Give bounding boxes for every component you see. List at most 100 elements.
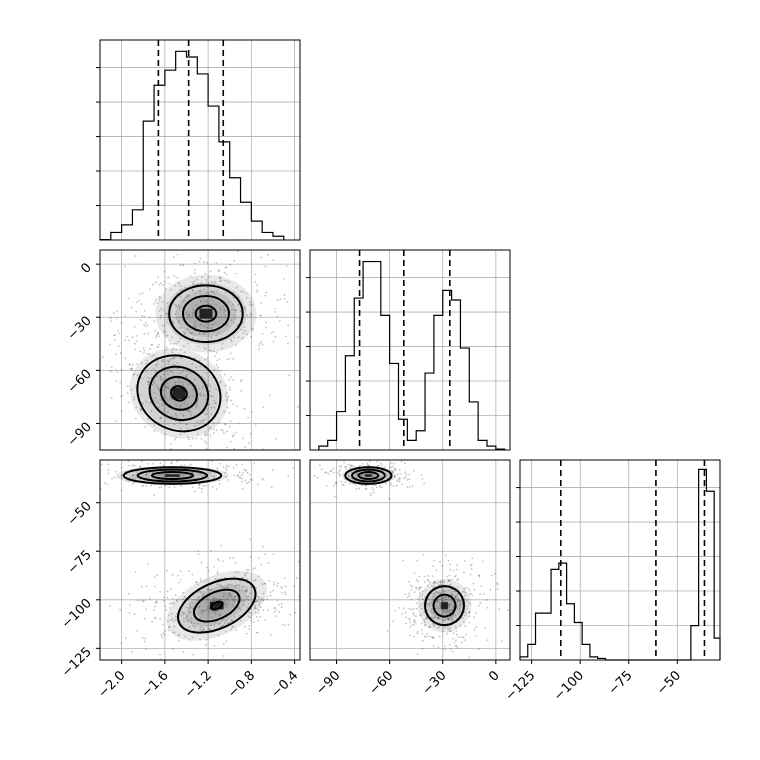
scatter-point <box>224 630 227 633</box>
scatter-point <box>217 623 220 626</box>
scatter-point <box>200 611 203 613</box>
scatter-point <box>389 484 392 486</box>
scatter-point <box>169 607 171 609</box>
scatter-point <box>423 621 426 624</box>
scatter-point <box>159 399 162 401</box>
scatter-point <box>444 645 447 648</box>
scatter-point <box>247 416 250 419</box>
scatter-point <box>156 302 159 304</box>
scatter-point <box>185 616 188 619</box>
scatter-point <box>157 406 160 409</box>
scatter-point <box>233 314 236 317</box>
scatter-point <box>203 434 206 437</box>
scatter-point <box>94 477 96 479</box>
scatter-point <box>162 360 164 362</box>
scatter-point <box>222 466 225 468</box>
scatter-point <box>131 367 133 370</box>
scatter-point <box>175 317 178 319</box>
scatter-point <box>117 476 120 479</box>
scatter-point <box>151 620 154 623</box>
scatter-point <box>349 464 352 467</box>
scatter-point <box>220 428 223 431</box>
scatter-point <box>171 371 174 374</box>
scatter-point <box>243 604 246 606</box>
scatter-point <box>443 627 446 629</box>
scatter-point <box>144 425 147 428</box>
scatter-point <box>110 320 112 322</box>
scatter-point <box>468 611 471 614</box>
scatter-point <box>118 332 121 335</box>
scatter-point <box>193 490 196 493</box>
scatter-point <box>58 316 60 318</box>
scatter-point <box>213 428 215 431</box>
scatter-point <box>242 291 244 294</box>
scatter-point <box>260 314 262 317</box>
scatter-point <box>192 311 195 314</box>
scatter-point <box>141 401 144 404</box>
scatter-point <box>205 484 208 487</box>
scatter-point <box>413 619 416 622</box>
scatter-point <box>200 592 202 594</box>
scatter-point <box>453 589 455 592</box>
scatter-point <box>115 419 118 422</box>
scatter-point <box>224 279 227 282</box>
scatter-point <box>167 386 170 389</box>
scatter-point <box>219 598 222 601</box>
scatter-point <box>127 480 130 483</box>
scatter-point <box>428 602 430 605</box>
scatter-point <box>355 472 358 475</box>
scatter-point <box>449 608 452 611</box>
scatter-point <box>223 587 226 590</box>
scatter-point <box>257 619 260 622</box>
scatter-point <box>439 581 442 584</box>
scatter-point <box>181 300 184 303</box>
scatter-point <box>192 308 195 311</box>
scatter-point <box>241 337 244 340</box>
scatter-point <box>128 363 131 366</box>
scatter-point <box>280 606 283 609</box>
scatter-point <box>433 586 436 588</box>
scatter-point <box>144 637 147 640</box>
x-tick-label: −125 <box>503 668 539 704</box>
scatter-point <box>447 603 450 606</box>
scatter-point <box>464 591 467 594</box>
hist-grid <box>100 40 300 240</box>
scatter-point <box>441 599 444 602</box>
scatter-point <box>160 474 162 476</box>
scatter-point <box>210 588 213 591</box>
scatter-point <box>181 610 183 613</box>
scatter-point <box>212 290 215 293</box>
scatter-point <box>204 609 207 612</box>
scatter-point <box>283 294 286 296</box>
scatter-point <box>169 397 172 400</box>
scatter-point <box>412 612 415 614</box>
scatter-point <box>241 585 244 587</box>
scatter-point <box>199 257 202 260</box>
scatter-point <box>203 440 206 443</box>
scatter-point <box>205 372 208 375</box>
scatter-point <box>468 656 471 659</box>
scatter-point <box>423 581 426 583</box>
scatter-point <box>232 403 235 405</box>
scatter-point <box>170 288 172 291</box>
scatter-point <box>187 436 190 439</box>
scatter-point <box>418 588 420 591</box>
scatter-point <box>193 378 196 381</box>
scatter-point <box>392 485 395 487</box>
scatter-point <box>193 292 196 295</box>
scatter-point <box>412 607 415 610</box>
scatter-point <box>221 619 224 621</box>
x-tick-label: 0 <box>486 668 502 684</box>
scatter-point <box>413 620 415 623</box>
scatter-point <box>471 594 474 597</box>
scatter-point <box>179 338 182 340</box>
scatter-point <box>278 320 281 322</box>
scatter-point <box>209 270 212 273</box>
scatter-point <box>227 601 230 604</box>
scatter-point <box>432 622 435 625</box>
scatter-point <box>175 404 178 407</box>
scatter-point <box>147 562 150 565</box>
scatter-point <box>274 311 277 313</box>
scatter-point <box>153 381 156 384</box>
scatter-point <box>160 402 163 405</box>
